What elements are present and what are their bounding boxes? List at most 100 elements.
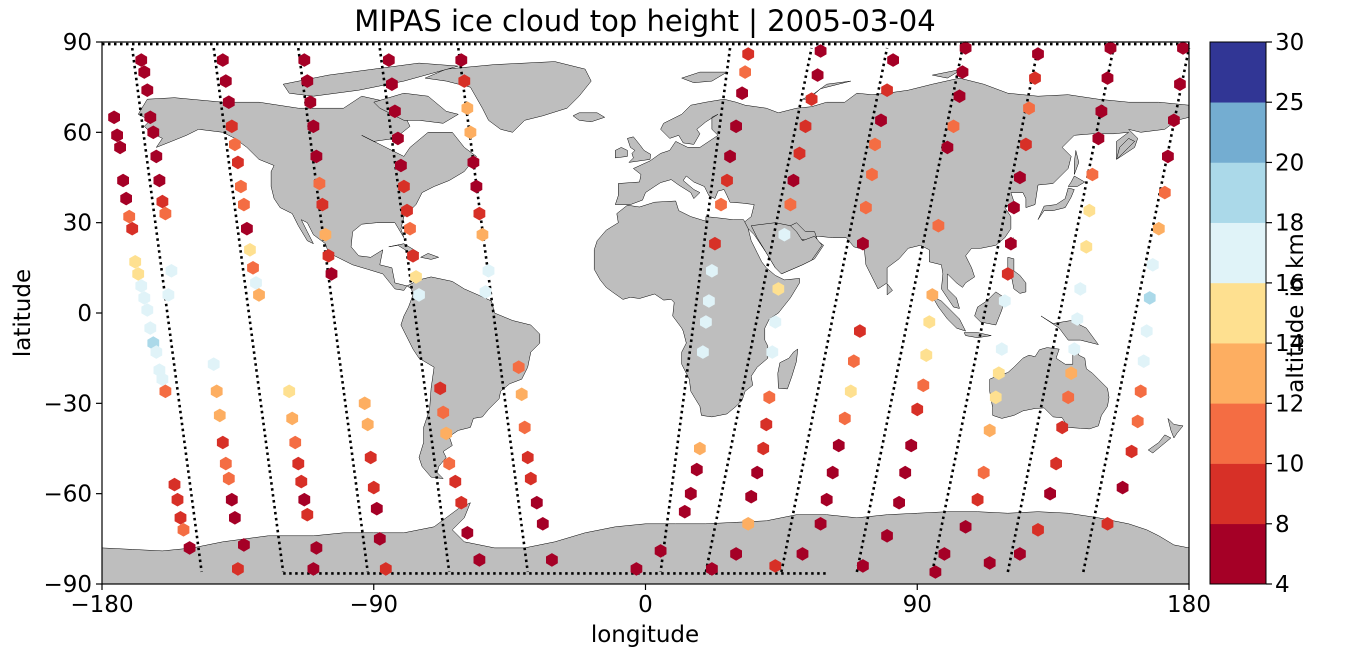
cloud-point xyxy=(953,89,966,103)
cloud-point xyxy=(1104,41,1117,55)
descending-track-4 xyxy=(457,47,530,573)
cloud-point xyxy=(854,324,866,338)
cloud-point xyxy=(364,450,377,465)
cloud-point xyxy=(694,441,706,456)
cloud-point xyxy=(1095,104,1108,119)
cloud-point xyxy=(392,131,404,146)
cloud-point xyxy=(739,65,751,79)
cloud-point xyxy=(772,282,785,296)
cloud-point xyxy=(1162,149,1174,164)
cloud-point xyxy=(932,218,945,233)
cloud-point xyxy=(709,236,721,251)
cloud-point xyxy=(857,559,869,573)
cloud-point xyxy=(941,140,954,155)
cloud-point xyxy=(126,221,139,236)
cloud-point xyxy=(757,441,770,456)
colorbar-tick-label: 8 xyxy=(1275,512,1290,538)
cloud-point xyxy=(298,492,311,507)
cloud-point xyxy=(1177,41,1189,55)
cloud-point xyxy=(911,402,924,417)
cloud-point xyxy=(298,53,311,67)
cloud-point xyxy=(778,227,791,242)
cloud-point xyxy=(313,176,326,191)
cloud-point xyxy=(630,562,643,576)
cloud-point xyxy=(461,101,474,115)
cloud-point xyxy=(799,119,812,134)
cloud-point xyxy=(482,264,495,278)
cloud-point xyxy=(1168,113,1180,128)
land-arctic-islands xyxy=(282,62,459,97)
cloud-point xyxy=(216,53,229,67)
cloud-point xyxy=(358,396,371,411)
cloud-point xyxy=(814,44,827,58)
y-tick-label: 60 xyxy=(63,120,92,146)
descending-track-3 xyxy=(378,47,451,573)
land-iceland xyxy=(572,112,606,123)
land-australia xyxy=(989,344,1110,430)
colorbar-tick-label: 16 xyxy=(1275,271,1304,297)
y-tick-label: −90 xyxy=(43,572,92,598)
land-ireland xyxy=(615,147,628,159)
cloud-point xyxy=(690,462,703,477)
cloud-point xyxy=(232,562,244,576)
descending-track-5 xyxy=(659,47,732,573)
cloud-point xyxy=(310,149,323,164)
cloud-point xyxy=(745,489,758,504)
land-severnaya xyxy=(932,68,963,79)
cloud-point xyxy=(920,348,933,362)
cloud-point xyxy=(322,249,335,263)
land-antarctica xyxy=(101,502,1190,585)
y-tick-label: 0 xyxy=(77,301,92,327)
cloud-point xyxy=(253,288,265,302)
cloud-point xyxy=(905,438,918,453)
cloud-point xyxy=(111,128,123,143)
cloud-point xyxy=(1137,354,1150,368)
cloud-point xyxy=(367,480,380,495)
cloud-point xyxy=(458,74,471,88)
land-madagascar xyxy=(777,348,799,390)
cloud-point xyxy=(866,167,878,182)
cloud-point xyxy=(838,411,851,426)
cloud-point xyxy=(887,53,899,67)
cloud-point xyxy=(132,267,145,281)
cloud-point xyxy=(1125,444,1138,459)
cloud-point xyxy=(929,565,942,579)
descending-track-0 xyxy=(130,47,203,573)
cloud-point xyxy=(730,547,742,561)
land-north-america xyxy=(137,95,477,291)
cloud-point xyxy=(304,95,317,109)
cloud-point xyxy=(207,357,220,371)
cloud-point xyxy=(437,405,450,420)
cloud-point xyxy=(724,149,736,164)
colorbar-segment xyxy=(1210,403,1266,464)
cloud-point xyxy=(512,360,525,374)
colorbar-segment xyxy=(1210,42,1266,103)
land-sumatra xyxy=(931,295,967,332)
y-tick-label: −60 xyxy=(43,482,92,508)
cloud-point xyxy=(760,417,773,432)
cloud-point xyxy=(875,113,887,128)
cloud-point xyxy=(232,155,244,170)
cloud-point xyxy=(678,504,691,519)
cloud-point xyxy=(250,276,262,290)
descending-track-1 xyxy=(212,47,285,573)
ascending-track-5 xyxy=(1082,47,1191,573)
cloud-point xyxy=(971,492,984,507)
cloud-point xyxy=(235,179,247,194)
cloud-point xyxy=(404,221,416,236)
cloud-point xyxy=(1101,517,1114,531)
cloud-point xyxy=(373,532,386,546)
cloud-point xyxy=(521,450,534,465)
cloud-point xyxy=(108,110,120,125)
cloud-point xyxy=(461,526,474,540)
cloud-point xyxy=(706,562,718,576)
cloud-point xyxy=(159,206,172,221)
colorbar-tick-label: 20 xyxy=(1275,150,1304,176)
land-uk xyxy=(627,136,651,163)
cloud-point xyxy=(162,288,175,302)
cloud-point xyxy=(881,529,893,543)
cloud-point xyxy=(1140,324,1153,338)
cloud-point xyxy=(325,267,338,281)
cloud-point xyxy=(844,384,857,399)
